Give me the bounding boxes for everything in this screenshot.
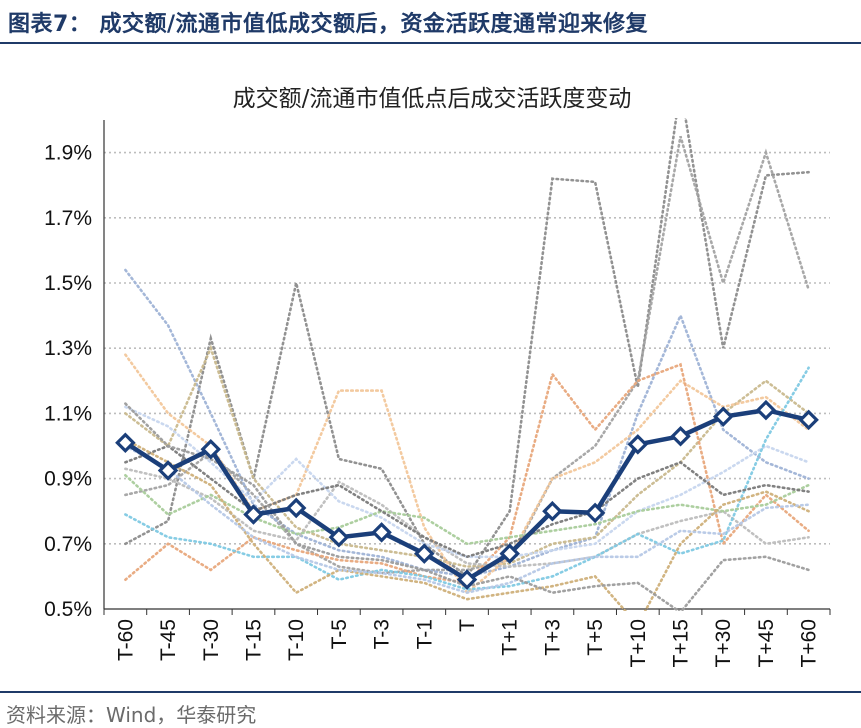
y-tick-label: 0.5% (44, 598, 92, 621)
x-tick-label: T+60 (798, 619, 821, 667)
figure-title-text: 图表7： 成交额/流通市值低成交额后，资金活跃度通常迎来修复 (8, 12, 649, 37)
x-tick-label: T-45 (157, 619, 180, 661)
title-rule (0, 42, 861, 44)
y-tick-label: 1.5% (44, 272, 92, 295)
chart-title: 成交额/流通市值低点后成交活跃度变动 (233, 86, 632, 112)
x-tick-label: T+1 (499, 619, 522, 656)
footer-rule (0, 691, 861, 693)
x-tick-label: T-5 (328, 619, 351, 649)
x-tick-labels: T-60 T-45 T-30 T-15 T-10 T-5 T-3 T-1 T T+1 T+3 T+5 T… (114, 619, 820, 668)
average-point-marker (755, 399, 777, 421)
source-note: 资料来源：Wind，华泰研究 (6, 703, 257, 727)
average-point-marker (243, 504, 264, 525)
average-series-line (124, 407, 810, 582)
y-tick-labels: 0.5% 0.7% 0.9% 1.1% 1.3% 1.5% 1.7% 1.9% (44, 142, 92, 621)
event-series-line (124, 118, 810, 579)
average-point-marker (670, 425, 691, 447)
average-series-group (115, 399, 819, 590)
axes (103, 120, 831, 615)
average-point-marker (328, 527, 350, 548)
average-point-marker (712, 406, 734, 427)
x-tick-label: T-60 (114, 619, 137, 661)
x-tick-label: T+10 (627, 619, 650, 667)
average-point-marker (285, 497, 307, 519)
y-tick-label: 1.9% (44, 142, 92, 165)
average-point-marker (115, 432, 136, 454)
y-tick-label: 0.7% (44, 533, 92, 556)
y-tick-label: 1.1% (44, 402, 92, 425)
x-tick-label: T+15 (670, 619, 693, 667)
x-tick-label: T+30 (712, 619, 735, 667)
event-series-line (124, 344, 810, 568)
y-tick-label: 0.9% (44, 468, 92, 491)
event-series-line (124, 444, 810, 595)
average-point-marker (499, 543, 520, 564)
y-tick-label: 1.7% (44, 207, 92, 230)
x-tick-label: T-3 (371, 619, 394, 649)
average-point-marker (798, 409, 819, 431)
x-tick-label: T+5 (584, 619, 607, 656)
average-point-marker (157, 460, 179, 481)
event-series-line (124, 362, 810, 585)
x-tick-label: T-10 (285, 619, 308, 661)
average-point-marker (584, 502, 606, 524)
x-tick-label: T-1 (413, 619, 436, 649)
event-series-line (124, 444, 810, 559)
average-point-marker (200, 438, 222, 460)
x-tick-label: T-30 (200, 619, 223, 661)
x-tick-label: T+3 (541, 619, 564, 656)
x-tick-label: T (456, 619, 479, 632)
average-point-marker (414, 543, 435, 564)
event-series-line (124, 467, 810, 568)
x-tick-label: T-15 (242, 619, 265, 661)
figure-title: 图表7： 成交额/流通市值低成交额后，资金活跃度通常迎来修复 (0, 6, 861, 38)
event-series-group (124, 118, 810, 611)
average-point-marker (627, 434, 649, 455)
average-point-marker (542, 500, 563, 522)
average-point-marker (371, 522, 392, 543)
grid-lines (104, 151, 830, 545)
average-point-marker (456, 569, 478, 590)
x-tick-label: T+45 (755, 619, 778, 667)
y-tick-label: 1.3% (44, 337, 92, 360)
event-series-line (124, 473, 810, 546)
